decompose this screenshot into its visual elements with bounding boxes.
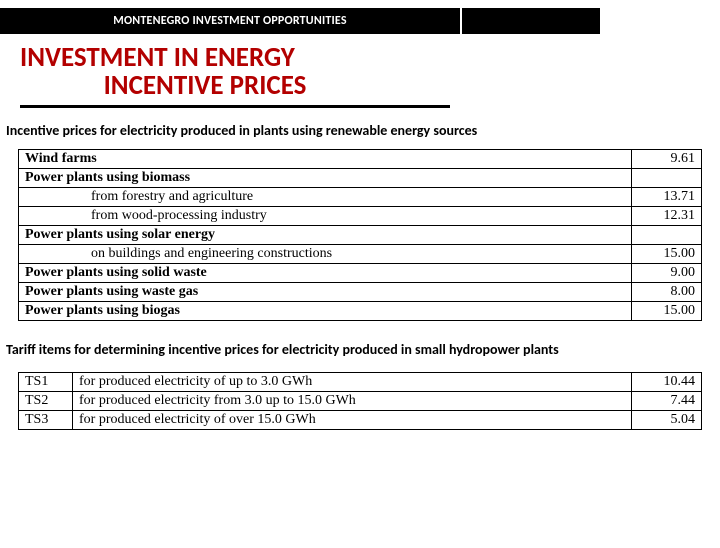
subheading-1: Incentive prices for electricity produce… [0,122,720,139]
row-value: 15.00 [632,244,702,263]
table-row: TS2for produced electricity from 3.0 up … [19,391,702,410]
table-row: Power plants using solid waste9.00 [19,263,702,282]
table-row: from forestry and agriculture13.71 [19,187,702,206]
table-row: Power plants using biomass [19,168,702,187]
title-underline [20,105,450,108]
row-label: on buildings and engineering constructio… [19,244,632,263]
tariff-value: 5.04 [632,410,702,429]
row-label: Power plants using waste gas [19,282,632,301]
row-label: Power plants using biomass [19,168,632,187]
tariff-desc: for produced electricity from 3.0 up to … [73,391,632,410]
tariff-desc: for produced electricity of over 15.0 GW… [73,410,632,429]
table-row: on buildings and engineering constructio… [19,244,702,263]
header-bar: MONTENEGRO INVESTMENT OPPORTUNITIES [0,8,600,34]
row-label: Power plants using solid waste [19,263,632,282]
row-value: 9.61 [632,149,702,168]
header-title: MONTENEGRO INVESTMENT OPPORTUNITIES [0,14,460,28]
tariff-table: TS1for produced electricity of up to 3.0… [18,372,702,430]
row-label: Power plants using solar energy [19,225,632,244]
table-row: Power plants using biogas15.00 [19,301,702,320]
tariff-value: 7.44 [632,391,702,410]
title-line-1: INVESTMENT IN ENERGY [20,44,440,72]
row-value: 12.31 [632,206,702,225]
tariff-value: 10.44 [632,372,702,391]
tariff-code: TS2 [19,391,73,410]
tariff-code: TS1 [19,372,73,391]
table-row: Power plants using waste gas8.00 [19,282,702,301]
row-value: 13.71 [632,187,702,206]
tariff-desc: for produced electricity of up to 3.0 GW… [73,372,632,391]
table-row: Wind farms9.61 [19,149,702,168]
incentive-table: Wind farms9.61Power plants using biomass… [18,149,702,321]
row-value [632,168,702,187]
row-value: 9.00 [632,263,702,282]
subheading-2: Tariff items for determining incentive p… [0,341,720,358]
title-block: INVESTMENT IN ENERGY INCENTIVE PRICES [0,44,440,108]
table-row: Power plants using solar energy [19,225,702,244]
row-label: from forestry and agriculture [19,187,632,206]
title-line-2: INCENTIVE PRICES [20,72,440,100]
row-value [632,225,702,244]
table-row: from wood-processing industry12.31 [19,206,702,225]
row-value: 8.00 [632,282,702,301]
tariff-code: TS3 [19,410,73,429]
row-value: 15.00 [632,301,702,320]
row-label: Wind farms [19,149,632,168]
row-label: Power plants using biogas [19,301,632,320]
table-row: TS1for produced electricity of up to 3.0… [19,372,702,391]
header-divider [460,8,462,34]
row-label: from wood-processing industry [19,206,632,225]
table-row: TS3for produced electricity of over 15.0… [19,410,702,429]
